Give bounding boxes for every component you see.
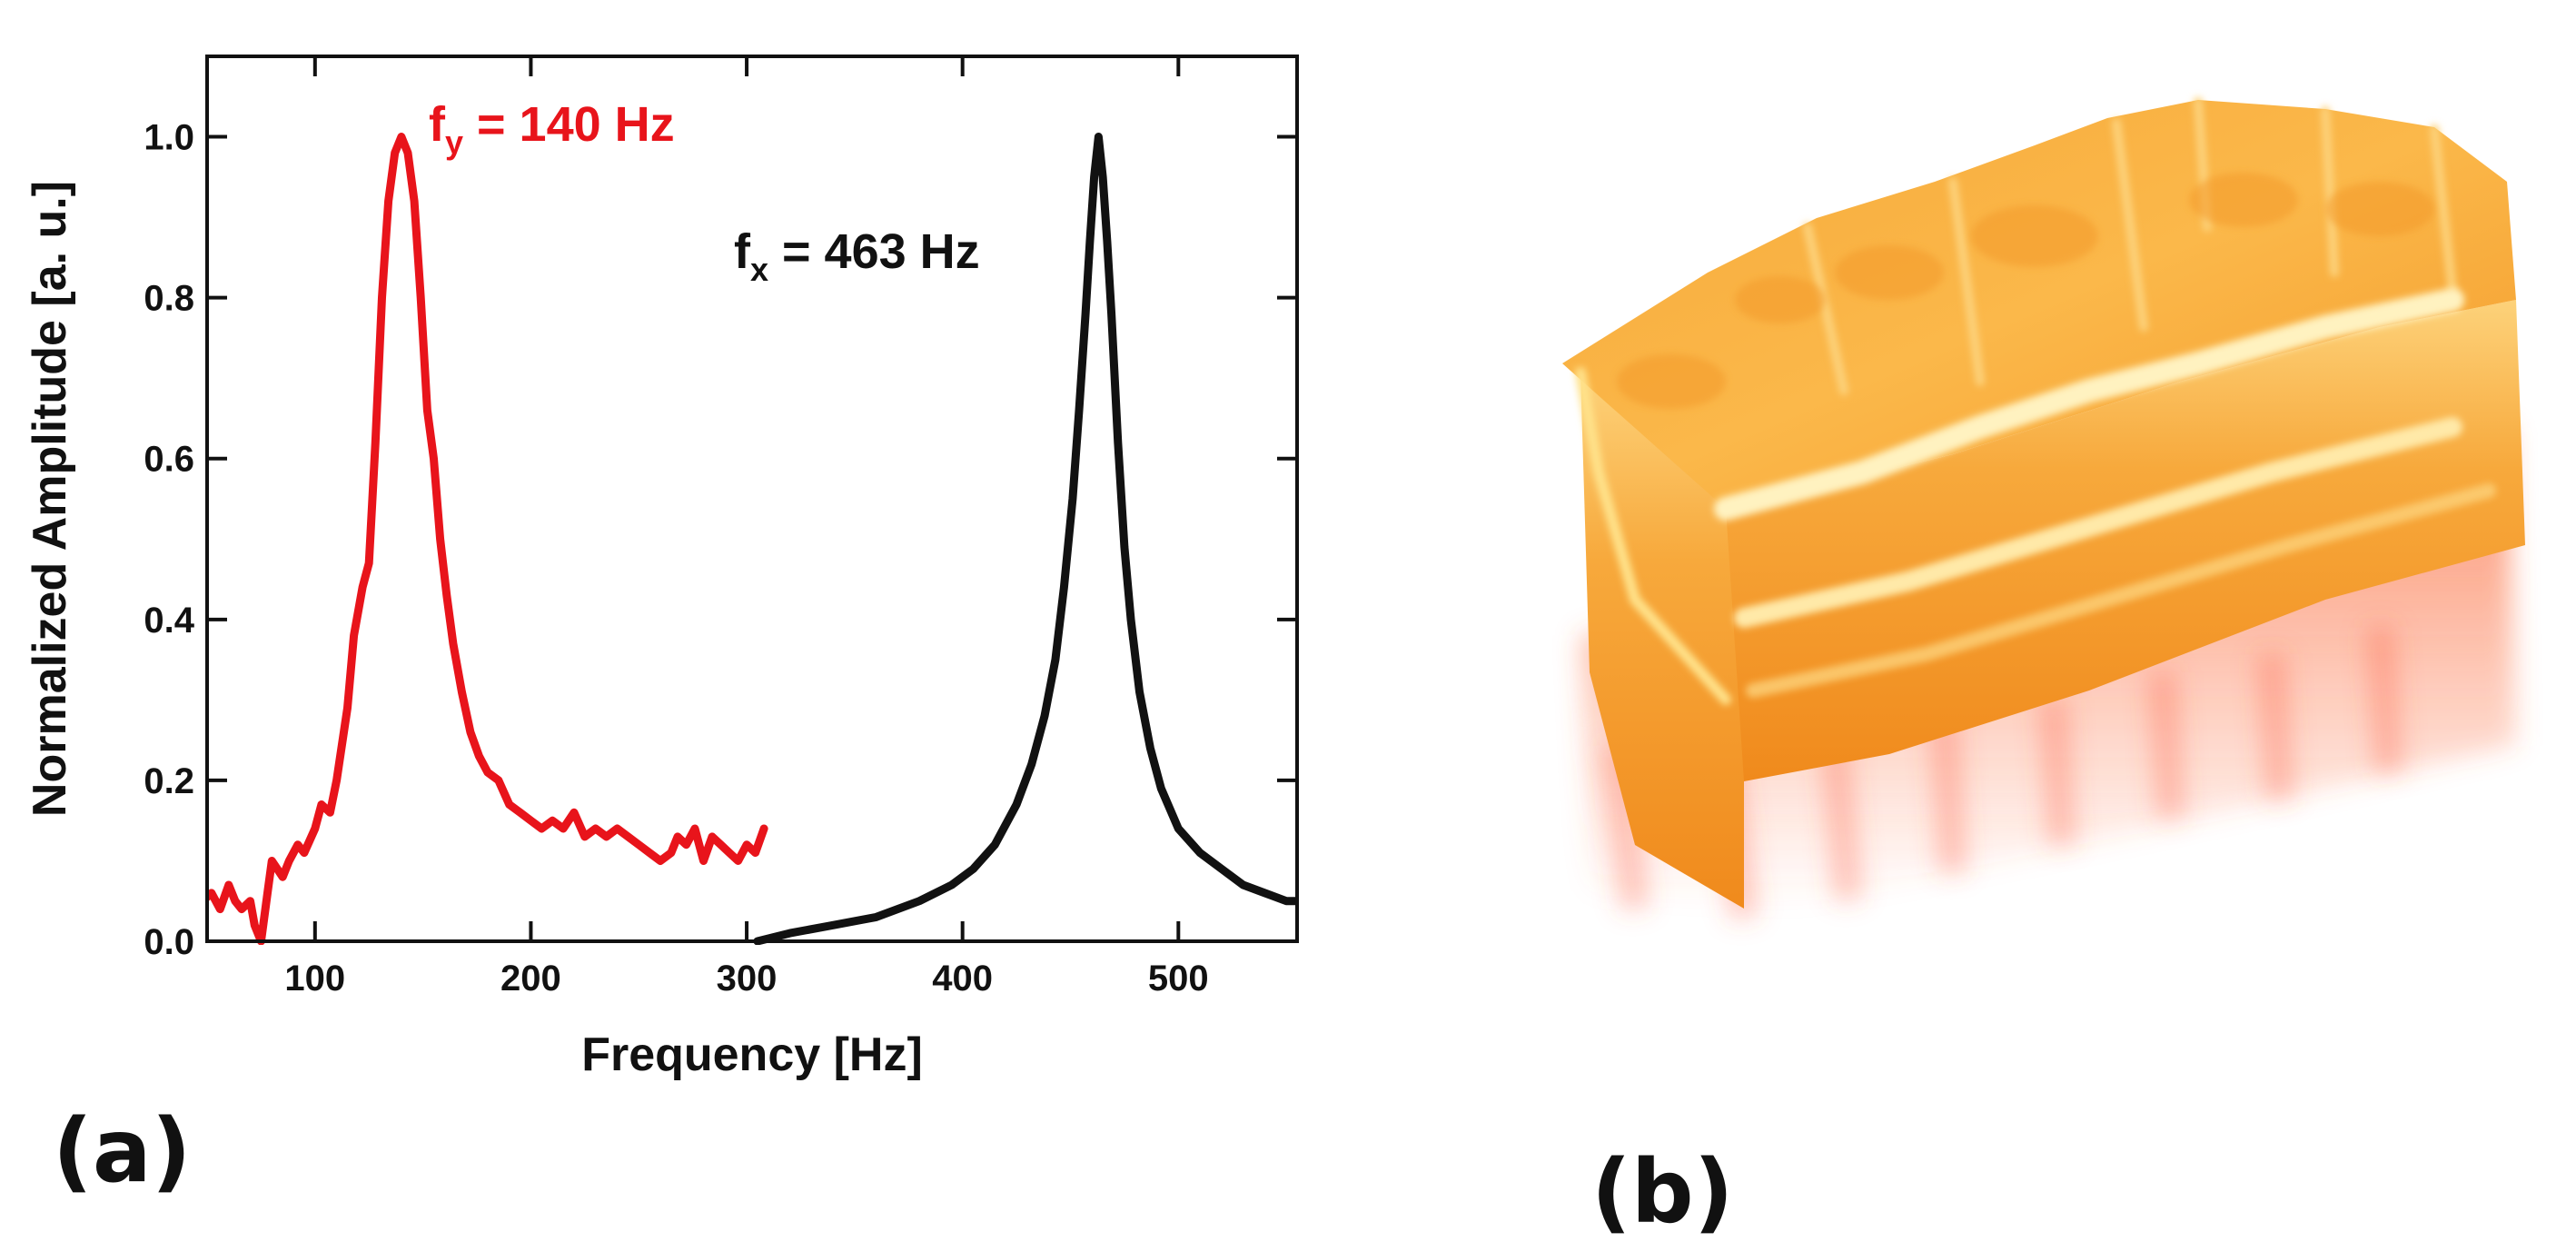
y-tick-label: 1.0 bbox=[144, 118, 194, 158]
y-tick-label: 0.8 bbox=[144, 279, 194, 319]
y-tick-label: 0.0 bbox=[144, 922, 194, 962]
volume-bright-crest bbox=[1714, 288, 2464, 521]
annotation-fy-main: f bbox=[429, 97, 446, 152]
y-axis-ticks: 0.0 0.2 0.4 0.6 0.8 1.0 bbox=[144, 118, 1297, 962]
volume-surface-texture bbox=[1617, 173, 2434, 409]
peak-annotation-fy: fy = 140 Hz bbox=[429, 97, 675, 161]
x-axis-ticks: 100 200 300 400 500 bbox=[284, 56, 1209, 999]
series-line-fy bbox=[207, 133, 768, 945]
series-layer bbox=[207, 133, 1297, 945]
x-tick-label: 100 bbox=[284, 959, 345, 999]
y-tick-label: 0.4 bbox=[144, 601, 194, 641]
annotation-fx-value: = 463 Hz bbox=[768, 224, 980, 279]
y-axis-title: Normalized Amplitude [a. u.] bbox=[24, 181, 76, 817]
volume-bright-band-lower bbox=[1746, 483, 2496, 698]
volume-edge-highlight bbox=[1575, 367, 1731, 705]
x-axis-title: Frequency [Hz] bbox=[581, 1028, 923, 1081]
annotation-fy-subscript: y bbox=[445, 124, 463, 161]
peak-annotation-fx: fx = 463 Hz bbox=[734, 224, 980, 288]
y-tick-label: 0.6 bbox=[144, 440, 194, 480]
frequency-spectrum-chart: 0.0 0.2 0.4 0.6 0.8 1.0 100 200 300 400 500 Norma… bbox=[24, 55, 1299, 1081]
x-tick-label: 200 bbox=[500, 959, 561, 999]
annotation-fy-value: = 140 Hz bbox=[463, 97, 675, 152]
x-tick-label: 500 bbox=[1148, 959, 1209, 999]
volume-rendering-image bbox=[1562, 97, 2525, 919]
volume-surface-ridges bbox=[1803, 97, 2457, 395]
x-tick-label: 400 bbox=[932, 959, 993, 999]
plot-area-frame bbox=[205, 55, 1299, 943]
panel-label-a: (a) bbox=[53, 1100, 192, 1202]
y-tick-label: 0.2 bbox=[144, 761, 194, 801]
volume-bright-band-upper bbox=[1734, 417, 2462, 628]
annotation-fx-subscript: x bbox=[750, 251, 768, 288]
annotation-fx-main: f bbox=[734, 224, 751, 279]
volume-front-face bbox=[1580, 373, 1744, 909]
panel-label-b: (b) bbox=[1591, 1141, 1733, 1242]
series-line-fx bbox=[753, 133, 1297, 945]
x-tick-label: 300 bbox=[717, 959, 778, 999]
